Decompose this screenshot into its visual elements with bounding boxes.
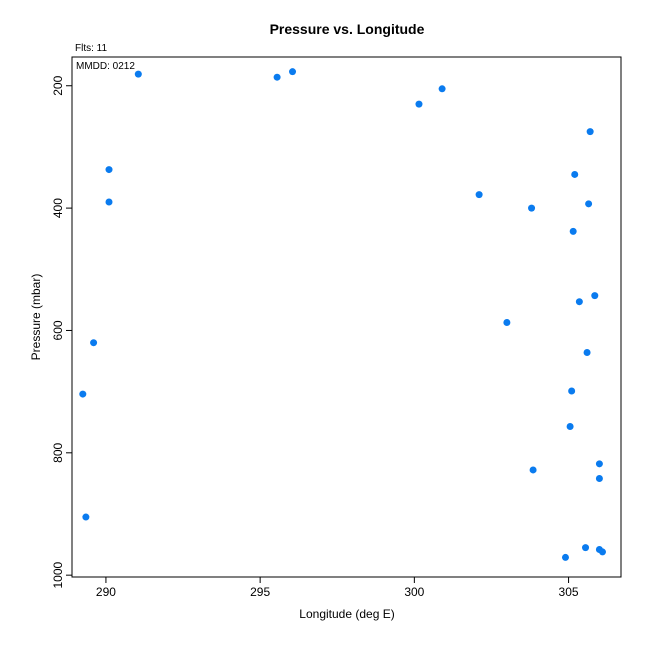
data-point (598, 548, 606, 556)
x-axis: 290 295 300 305 (96, 576, 579, 599)
y-axis-label: Pressure (mbar) (29, 274, 43, 361)
date-annotation: MMDD: 0212 (76, 61, 135, 72)
data-point (79, 390, 87, 398)
data-point (503, 319, 511, 327)
data-point (582, 544, 590, 552)
data-point (415, 100, 423, 108)
data-point (105, 198, 113, 206)
x-tick-label: 290 (96, 585, 116, 599)
data-point (273, 73, 281, 81)
y-tick-label: 800 (51, 442, 65, 462)
data-points (79, 68, 606, 561)
data-point (583, 348, 591, 356)
data-point (105, 166, 113, 174)
data-point (569, 227, 577, 235)
y-tick-label: 400 (51, 198, 65, 218)
x-axis-label: Longitude (deg E) (299, 607, 394, 621)
data-point (595, 460, 603, 468)
data-point (595, 475, 603, 483)
data-point (591, 292, 599, 300)
plot-frame (71, 56, 622, 578)
data-point (289, 68, 297, 76)
data-point (568, 387, 576, 395)
data-point (438, 85, 446, 93)
data-point (571, 170, 579, 178)
y-axis: 200 400 600 800 1000 (51, 75, 73, 589)
data-point (134, 70, 142, 78)
data-point (575, 298, 583, 306)
x-tick-label: 305 (559, 585, 579, 599)
x-tick-label: 295 (250, 585, 270, 599)
y-tick-label: 1000 (51, 561, 65, 588)
data-point (90, 339, 98, 347)
data-point (475, 191, 483, 199)
chart-title: Pressure vs. Longitude (270, 21, 425, 37)
data-point (561, 553, 569, 561)
data-point (528, 204, 536, 212)
data-point (529, 466, 537, 474)
data-point (566, 423, 574, 431)
x-tick-label: 300 (404, 585, 424, 599)
flights-count-annotation: Flts: 11 (75, 43, 107, 54)
y-tick-label: 200 (51, 75, 65, 95)
data-point (586, 128, 594, 136)
y-tick-label: 600 (51, 320, 65, 340)
data-point (585, 200, 593, 208)
data-point (82, 513, 90, 521)
